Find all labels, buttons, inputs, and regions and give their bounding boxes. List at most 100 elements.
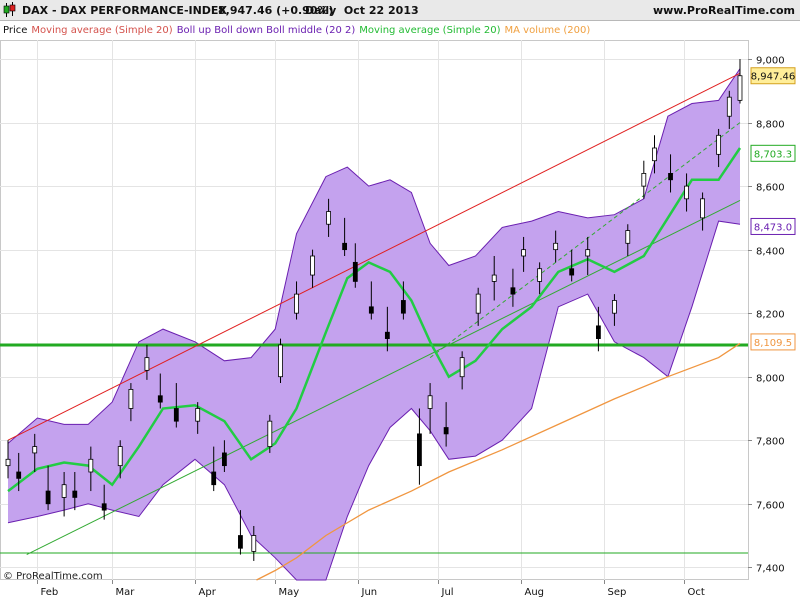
- legend-ma20-green: Moving average (Simple 20): [359, 25, 500, 36]
- bollinger-upper-line: [7, 68, 741, 444]
- candle-body: [368, 306, 374, 314]
- candle-body: [211, 471, 217, 486]
- header-bar: [0, 0, 800, 20]
- candle-body: [128, 389, 134, 409]
- y-tick-label: 8,200: [756, 310, 785, 321]
- legend-price: Price: [3, 25, 27, 36]
- y-tick-label: 7,600: [756, 501, 785, 512]
- candle-body: [45, 490, 51, 505]
- candles: [5, 59, 743, 561]
- candle-body: [641, 173, 647, 187]
- x-tick-label: Oct: [688, 587, 705, 598]
- candle-body: [221, 452, 227, 467]
- x-tick-label: Jun: [361, 587, 378, 598]
- price-label-text: 8,703.3: [754, 149, 792, 160]
- candle-body: [553, 242, 559, 251]
- candle-body: [173, 408, 179, 422]
- price-label-text: 8,473.0: [754, 222, 792, 233]
- candle-body: [427, 395, 433, 409]
- candle-body: [267, 420, 273, 447]
- copyright-text: © ProRealTime.com: [3, 571, 103, 582]
- candle-body: [16, 471, 22, 479]
- candle-body: [310, 255, 315, 276]
- legend-ma-volume: MA volume (200): [505, 25, 591, 36]
- ma20-line: [7, 147, 742, 493]
- candle-body: [294, 293, 299, 314]
- legend-bollinger: Boll up Boll down Boll middle (20 2): [177, 25, 356, 36]
- y-tick-label: 7,400: [756, 564, 785, 575]
- candle-body: [625, 230, 631, 244]
- candle-body: [384, 331, 390, 339]
- price-label-text: 8,109.5: [754, 338, 792, 349]
- candle-body: [101, 503, 107, 511]
- price-change: 8,947.46 (+0.90%): [218, 4, 334, 17]
- price-label-box: [750, 67, 796, 85]
- site-link[interactable]: www.ProRealTime.com: [653, 4, 795, 17]
- x-tick-label: Aug: [525, 587, 545, 598]
- candle-body: [700, 198, 705, 219]
- candle-body: [72, 490, 78, 498]
- candle-body: [352, 261, 358, 282]
- moving-averages: [7, 147, 742, 581]
- candle-body: [716, 134, 722, 155]
- candle-body: [726, 96, 732, 117]
- price-labels: 8,947.46 8,703.3 8,473.0 8,109.5: [750, 67, 796, 351]
- price-label-box: [750, 144, 796, 162]
- candle-body: [251, 535, 257, 552]
- x-tick-label: Jul: [441, 587, 454, 598]
- candlestick-icon: [3, 2, 16, 17]
- candle-body: [195, 408, 201, 422]
- bollinger-fill: [8, 68, 740, 580]
- x-tick-label: Apr: [199, 587, 217, 598]
- candle-body: [510, 287, 516, 295]
- candle-body: [521, 249, 526, 257]
- y-tick-label: 8,800: [756, 120, 785, 131]
- candle-body: [537, 268, 543, 282]
- candle-body: [238, 535, 243, 549]
- channel-mid-dashed-line: [429, 122, 741, 359]
- candle-body: [400, 300, 406, 314]
- candle-body: [342, 242, 348, 251]
- candle-body: [668, 173, 673, 181]
- price-label-box: [750, 217, 796, 235]
- x-tick-label: Mar: [116, 587, 136, 598]
- candle-body: [61, 484, 67, 498]
- price-label-box: [750, 333, 796, 351]
- axes: 7,400 7,600 7,800 8,000 8,200 8,400 8,600 8,800…: [37, 56, 785, 598]
- candle-body: [88, 458, 94, 473]
- candle-body: [32, 446, 38, 454]
- channel-lower-line: [26, 199, 741, 556]
- y-tick-label: 8,600: [756, 183, 785, 194]
- ma-volume-line: [256, 342, 741, 581]
- candle-body: [596, 325, 601, 339]
- y-tick-label: 7,800: [756, 437, 785, 448]
- price-label-text: 8,947.46: [751, 72, 796, 83]
- candle-body: [612, 300, 617, 314]
- channel-upper-line: [7, 72, 741, 441]
- candle-body: [459, 357, 465, 378]
- candle-body: [475, 293, 481, 314]
- candle-body: [684, 185, 689, 200]
- candle-body: [491, 274, 497, 282]
- y-tick-label: 8,400: [756, 247, 785, 258]
- y-tick-label: 9,000: [756, 56, 785, 67]
- candle-body: [326, 211, 331, 225]
- candle-body: [569, 268, 575, 276]
- trend-lines: [0, 72, 748, 556]
- candle-body: [157, 395, 163, 403]
- x-tick-label: Feb: [41, 587, 59, 598]
- candle-body: [5, 458, 11, 467]
- instrument-title: DAX - DAX PERFORMANCE-INDEX: [22, 4, 227, 17]
- candle-body: [117, 446, 123, 467]
- candle-body: [443, 427, 449, 435]
- candle-body: [144, 357, 150, 371]
- candle-body: [652, 147, 657, 162]
- x-tick-label: May: [279, 587, 300, 598]
- candle-body: [417, 433, 422, 467]
- y-tick-label: 8,000: [756, 374, 785, 385]
- indicator-legend: Price Moving average (Simple 20) Boll up B…: [3, 25, 590, 36]
- period-date: Daily Oct 22 2013: [305, 4, 419, 17]
- x-tick-label: Sep: [608, 587, 627, 598]
